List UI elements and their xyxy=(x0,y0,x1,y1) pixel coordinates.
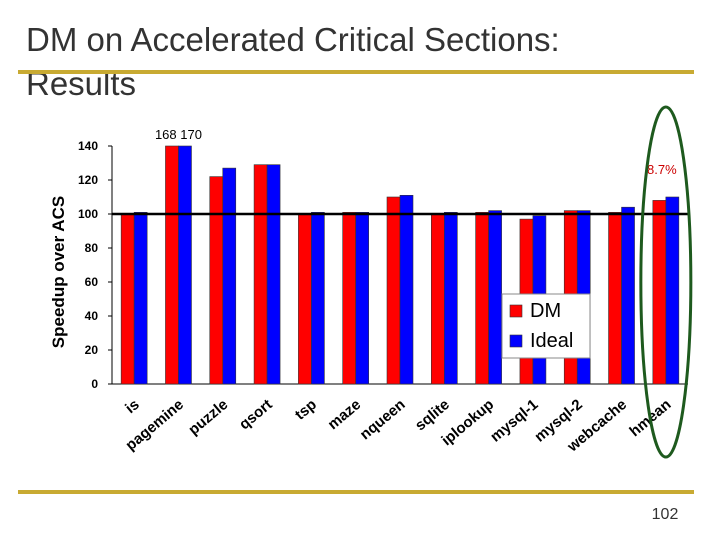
bar-dm xyxy=(209,176,224,385)
y-axis-title: Speedup over ACS xyxy=(49,196,68,348)
bar-ideal xyxy=(399,195,414,385)
x-tick-label: puzzle xyxy=(185,396,231,438)
bar-dm xyxy=(298,213,312,385)
slide-title-line-1: DM on Accelerated Critical Sections: xyxy=(26,21,560,58)
title-underline xyxy=(18,70,694,74)
y-tick-label: 0 xyxy=(91,377,98,391)
y-tick-label: 120 xyxy=(78,173,98,187)
clipped-value-label: 168 170 xyxy=(155,127,202,142)
bar-dm xyxy=(120,213,135,385)
legend-label-dm: DM xyxy=(530,300,561,322)
x-tick-label: qsort xyxy=(236,396,276,433)
bar-dm xyxy=(431,213,445,385)
bar-dm xyxy=(608,212,622,385)
y-tick-label: 20 xyxy=(85,343,99,357)
legend-box xyxy=(501,293,591,359)
y-tick-label: 100 xyxy=(78,207,98,221)
legend-swatch-ideal xyxy=(509,334,523,348)
bar-dm xyxy=(342,212,356,385)
bar-dm xyxy=(386,196,401,385)
bar-ideal xyxy=(621,206,635,385)
legend-swatch-dm xyxy=(509,304,523,318)
bar-ideal xyxy=(488,210,502,385)
bar-dm xyxy=(475,212,489,385)
legend-label-ideal: Ideal xyxy=(530,330,573,352)
bar-ideal xyxy=(355,212,369,385)
bar-dm xyxy=(253,164,268,385)
x-tick-label: maze xyxy=(325,396,365,433)
x-tick-label: mysql-1 xyxy=(487,396,541,445)
bar-ideal xyxy=(665,196,680,385)
hmean-improvement-label: 8.7% xyxy=(647,162,677,177)
bar-ideal xyxy=(222,167,237,385)
y-tick-label: 40 xyxy=(85,309,99,323)
footer-rule xyxy=(18,490,694,494)
x-tick-label: is xyxy=(122,396,143,417)
bar-ideal xyxy=(133,212,148,385)
x-tick-label: tsp xyxy=(292,396,320,423)
x-tick-label: nqueen xyxy=(357,396,409,443)
y-tick-label: 60 xyxy=(85,275,99,289)
bar-dm xyxy=(165,145,179,385)
bar-ideal xyxy=(178,145,192,385)
bar-dm xyxy=(652,200,667,385)
y-tick-label: 80 xyxy=(85,241,99,255)
bar-ideal xyxy=(444,212,458,385)
y-tick-label: 140 xyxy=(78,139,98,153)
bar-ideal xyxy=(266,164,281,385)
hmean-highlight-ellipse xyxy=(639,105,693,459)
page-number: 102 xyxy=(651,506,679,523)
bar-ideal xyxy=(311,212,325,385)
